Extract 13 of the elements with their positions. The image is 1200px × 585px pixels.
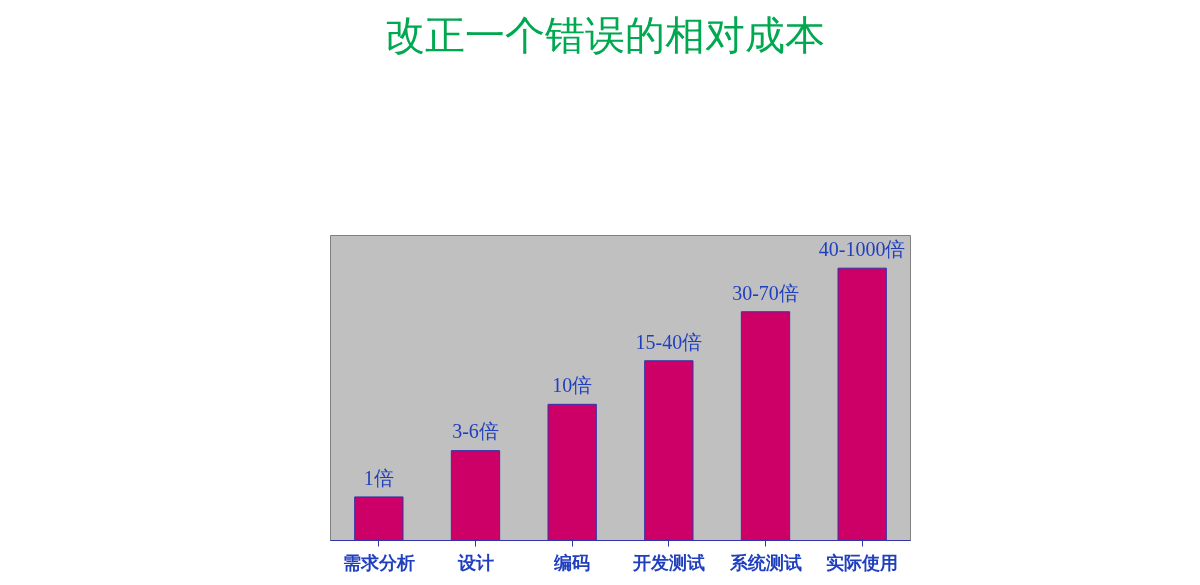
x-tick-label: 系统测试 xyxy=(728,551,802,573)
x-tick-label: 需求分析 xyxy=(342,551,415,573)
x-tick-label: 实际使用 xyxy=(826,551,899,573)
annotation: 40-1000倍 xyxy=(818,238,906,261)
annotation: 1倍 xyxy=(363,466,394,489)
x-tick-label: 开发测试 xyxy=(631,551,705,573)
annotation: 30-70倍 xyxy=(732,281,799,304)
x-tick-label: 编码 xyxy=(553,551,591,573)
x-tick-label: 设计 xyxy=(456,551,494,573)
annotation: 15-40倍 xyxy=(635,330,703,353)
annotation: 3-6倍 xyxy=(452,420,499,443)
annotation: 10倍 xyxy=(552,374,593,397)
chart-title: 改正一个错误的相对成本 xyxy=(385,11,825,60)
